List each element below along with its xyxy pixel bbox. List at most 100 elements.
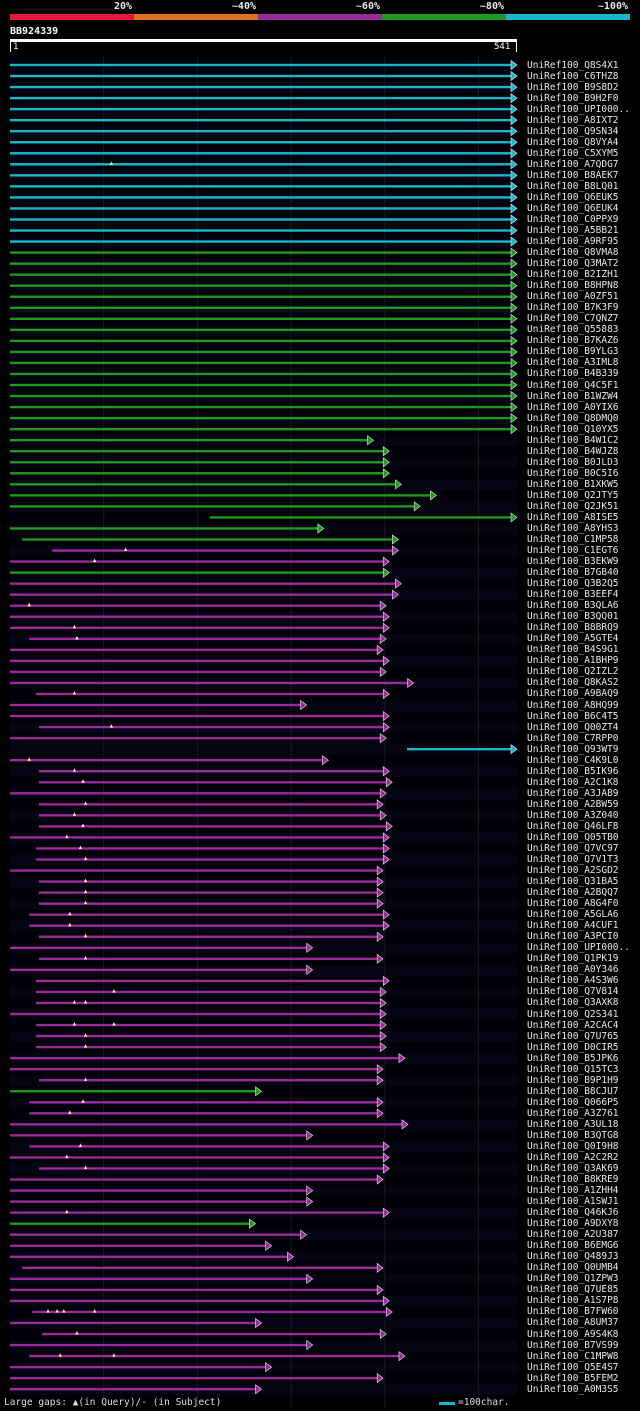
hit-label[interactable]: UniRef100_Q8KAS2 xyxy=(527,677,619,689)
hit-label[interactable]: UniRef100_A1BHP9 xyxy=(527,655,619,667)
hit-label[interactable]: UniRef100_B8HPN8 xyxy=(527,280,619,292)
hit-label[interactable]: UniRef100_A2C2R2 xyxy=(527,1151,619,1163)
hit-label[interactable]: UniRef100_Q8S4X1 xyxy=(527,59,619,71)
hit-label[interactable]: UniRef100_Q3AXK8 xyxy=(527,997,619,1009)
hit-label[interactable]: UniRef100_Q7VC97 xyxy=(527,842,619,854)
hit-label[interactable]: UniRef100_B5FEM2 xyxy=(527,1372,619,1384)
hit-label[interactable]: UniRef100_B2IZH1 xyxy=(527,269,619,281)
hit-label[interactable]: UniRef100_B5IK96 xyxy=(527,765,619,777)
hit-label[interactable]: UniRef100_A1SWJ1 xyxy=(527,1196,619,1208)
hit-label[interactable]: UniRef100_D0CIR5 xyxy=(527,1041,619,1053)
hit-label[interactable]: UniRef100_B7K3F9 xyxy=(527,302,619,314)
hit-label[interactable]: UniRef100_Q489J3 xyxy=(527,1251,619,1263)
hit-label[interactable]: UniRef100_Q2JK51 xyxy=(527,500,619,512)
hit-label[interactable]: UniRef100_C0PPX9 xyxy=(527,213,619,225)
hit-label[interactable]: UniRef100_B1WZW4 xyxy=(527,390,619,402)
hit-label[interactable]: UniRef100_A4S3W6 xyxy=(527,975,619,987)
hit-label[interactable]: UniRef100_A3IML8 xyxy=(527,357,619,369)
hit-label[interactable]: UniRef100_A3UL18 xyxy=(527,1118,619,1130)
hit-label[interactable]: UniRef100_Q8VYA4 xyxy=(527,136,619,148)
hit-label[interactable]: UniRef100_Q00ZT4 xyxy=(527,721,619,733)
hit-label[interactable]: UniRef100_Q15TC3 xyxy=(527,1063,619,1075)
hit-label[interactable]: UniRef100_Q5E4S7 xyxy=(527,1361,619,1373)
hit-label[interactable]: UniRef100_Q1PK19 xyxy=(527,953,619,965)
hit-label[interactable]: UniRef100_B8LQ01 xyxy=(527,180,619,192)
hit-label[interactable]: UniRef100_C1EGT6 xyxy=(527,545,619,557)
hit-label[interactable]: UniRef100_A9DXY8 xyxy=(527,1218,619,1230)
hit-label[interactable]: UniRef100_B5JPK6 xyxy=(527,1052,619,1064)
hit-label[interactable]: UniRef100_Q05TB0 xyxy=(527,831,619,843)
hit-label[interactable]: UniRef100_Q93WT9 xyxy=(527,743,619,755)
hit-label[interactable]: UniRef100_Q7V1T3 xyxy=(527,854,619,866)
hit-label[interactable]: UniRef100_Q8DMQ0 xyxy=(527,412,619,424)
hit-label[interactable]: UniRef100_Q55883 xyxy=(527,324,619,336)
hit-label[interactable]: UniRef100_B9YLG3 xyxy=(527,346,619,358)
hit-label[interactable]: UniRef100_B4WJZ8 xyxy=(527,445,619,457)
hit-label[interactable]: UniRef100_B3EEF4 xyxy=(527,589,619,601)
hit-label[interactable]: UniRef100_A3PCI0 xyxy=(527,931,619,943)
hit-label[interactable]: UniRef100_A8IXT2 xyxy=(527,114,619,126)
hit-label[interactable]: UniRef100_A3JAB9 xyxy=(527,787,619,799)
hit-label[interactable]: UniRef100_A5BB21 xyxy=(527,225,619,237)
hit-label[interactable]: UniRef100_B8BRQ9 xyxy=(527,622,619,634)
hit-label[interactable]: UniRef100_Q6EUK4 xyxy=(527,202,619,214)
hit-label[interactable]: UniRef100_A9RF95 xyxy=(527,236,619,248)
hit-label[interactable]: UniRef100_A2SGD2 xyxy=(527,865,619,877)
hit-label[interactable]: UniRef100_B9P1H9 xyxy=(527,1074,619,1086)
hit-label[interactable]: UniRef100_Q066P5 xyxy=(527,1096,619,1108)
hit-label[interactable]: UniRef100_Q10YX5 xyxy=(527,423,619,435)
hit-label[interactable]: UniRef100_C7RPP0 xyxy=(527,732,619,744)
hit-label[interactable]: UniRef100_A8UM37 xyxy=(527,1317,619,1329)
hit-label[interactable]: UniRef100_Q7UE85 xyxy=(527,1284,619,1296)
hit-label[interactable]: UniRef100_A9S4K8 xyxy=(527,1328,619,1340)
hit-label[interactable]: UniRef100_Q2JTY5 xyxy=(527,489,619,501)
hit-label[interactable]: UniRef100_A5GLA6 xyxy=(527,909,619,921)
hit-label[interactable]: UniRef100_A8HQ99 xyxy=(527,699,619,711)
hit-label[interactable]: UniRef100_B6C4T5 xyxy=(527,710,619,722)
hit-label[interactable]: UniRef100_Q7V814 xyxy=(527,986,619,998)
hit-label[interactable]: UniRef100_B0C5I6 xyxy=(527,467,619,479)
hit-label[interactable]: UniRef100_Q7U765 xyxy=(527,1030,619,1042)
hit-label[interactable]: UniRef100_A2C1K8 xyxy=(527,776,619,788)
hit-label[interactable]: UniRef100_A5GTE4 xyxy=(527,633,619,645)
hit-label[interactable]: UniRef100_B3QQ01 xyxy=(527,611,619,623)
hit-label[interactable]: UniRef100_B6EMG6 xyxy=(527,1240,619,1252)
hit-label[interactable]: UniRef100_Q46KJ6 xyxy=(527,1207,619,1219)
hit-label[interactable]: UniRef100_A9BAQ9 xyxy=(527,688,619,700)
hit-label[interactable]: UniRef100_B8AEK7 xyxy=(527,169,619,181)
hit-label[interactable]: UniRef100_C4K9L0 xyxy=(527,754,619,766)
hit-label[interactable]: UniRef100_A3Z040 xyxy=(527,809,619,821)
hit-label[interactable]: UniRef100_Q3AK69 xyxy=(527,1163,619,1174)
hit-label[interactable]: UniRef100_A1S7P8 xyxy=(527,1295,619,1307)
hit-label[interactable]: UniRef100_A1ZHH4 xyxy=(527,1185,619,1197)
hit-label[interactable]: UniRef100_B4B339 xyxy=(527,368,619,380)
hit-label[interactable]: UniRef100_B9S8D2 xyxy=(527,81,619,93)
hit-label[interactable]: UniRef100_B3QTG8 xyxy=(527,1129,619,1141)
hit-label[interactable]: UniRef100_B4W1C2 xyxy=(527,434,619,446)
hit-label[interactable]: UniRef100_B7FW60 xyxy=(527,1306,619,1318)
hit-label[interactable]: UniRef100_B1XKW5 xyxy=(527,478,619,490)
hit-label[interactable]: UniRef100_UPI000.. xyxy=(527,942,630,954)
hit-label[interactable]: UniRef100_Q8VMA8 xyxy=(527,247,619,259)
hit-label[interactable]: UniRef100_Q1ZPW3 xyxy=(527,1273,619,1285)
hit-label[interactable]: UniRef100_B0JLD3 xyxy=(527,456,619,468)
hit-label[interactable]: UniRef100_B8KRE9 xyxy=(527,1174,619,1186)
hit-label[interactable]: UniRef100_C1MP58 xyxy=(527,534,619,545)
hit-label[interactable]: UniRef100_A2U387 xyxy=(527,1229,619,1241)
hit-label[interactable]: UniRef100_Q46LF8 xyxy=(527,820,619,832)
hit-label[interactable]: UniRef100_A4CUF1 xyxy=(527,920,619,932)
hit-label[interactable]: UniRef100_Q0UMB4 xyxy=(527,1262,619,1274)
hit-label[interactable]: UniRef100_A7QDG7 xyxy=(527,158,619,170)
hit-label[interactable]: UniRef100_C6THZ8 xyxy=(527,70,619,82)
hit-label[interactable]: UniRef100_A0YIX6 xyxy=(527,401,619,413)
hit-label[interactable]: UniRef100_Q6EUK5 xyxy=(527,191,619,203)
hit-label[interactable]: UniRef100_A2BQQ7 xyxy=(527,887,619,899)
hit-label[interactable]: UniRef100_Q0I9H8 xyxy=(527,1140,619,1152)
hit-label[interactable]: UniRef100_A0ZF51 xyxy=(527,291,619,303)
hit-label[interactable]: UniRef100_Q4C5F1 xyxy=(527,379,619,391)
hit-label[interactable]: UniRef100_B4S9G1 xyxy=(527,644,619,656)
hit-label[interactable]: UniRef100_B9H2F0 xyxy=(527,92,619,104)
hit-label[interactable]: UniRef100_Q2S341 xyxy=(527,1008,619,1020)
hit-label[interactable]: UniRef100_A8G4F0 xyxy=(527,898,619,910)
hit-label[interactable]: UniRef100_A0Y346 xyxy=(527,964,619,976)
